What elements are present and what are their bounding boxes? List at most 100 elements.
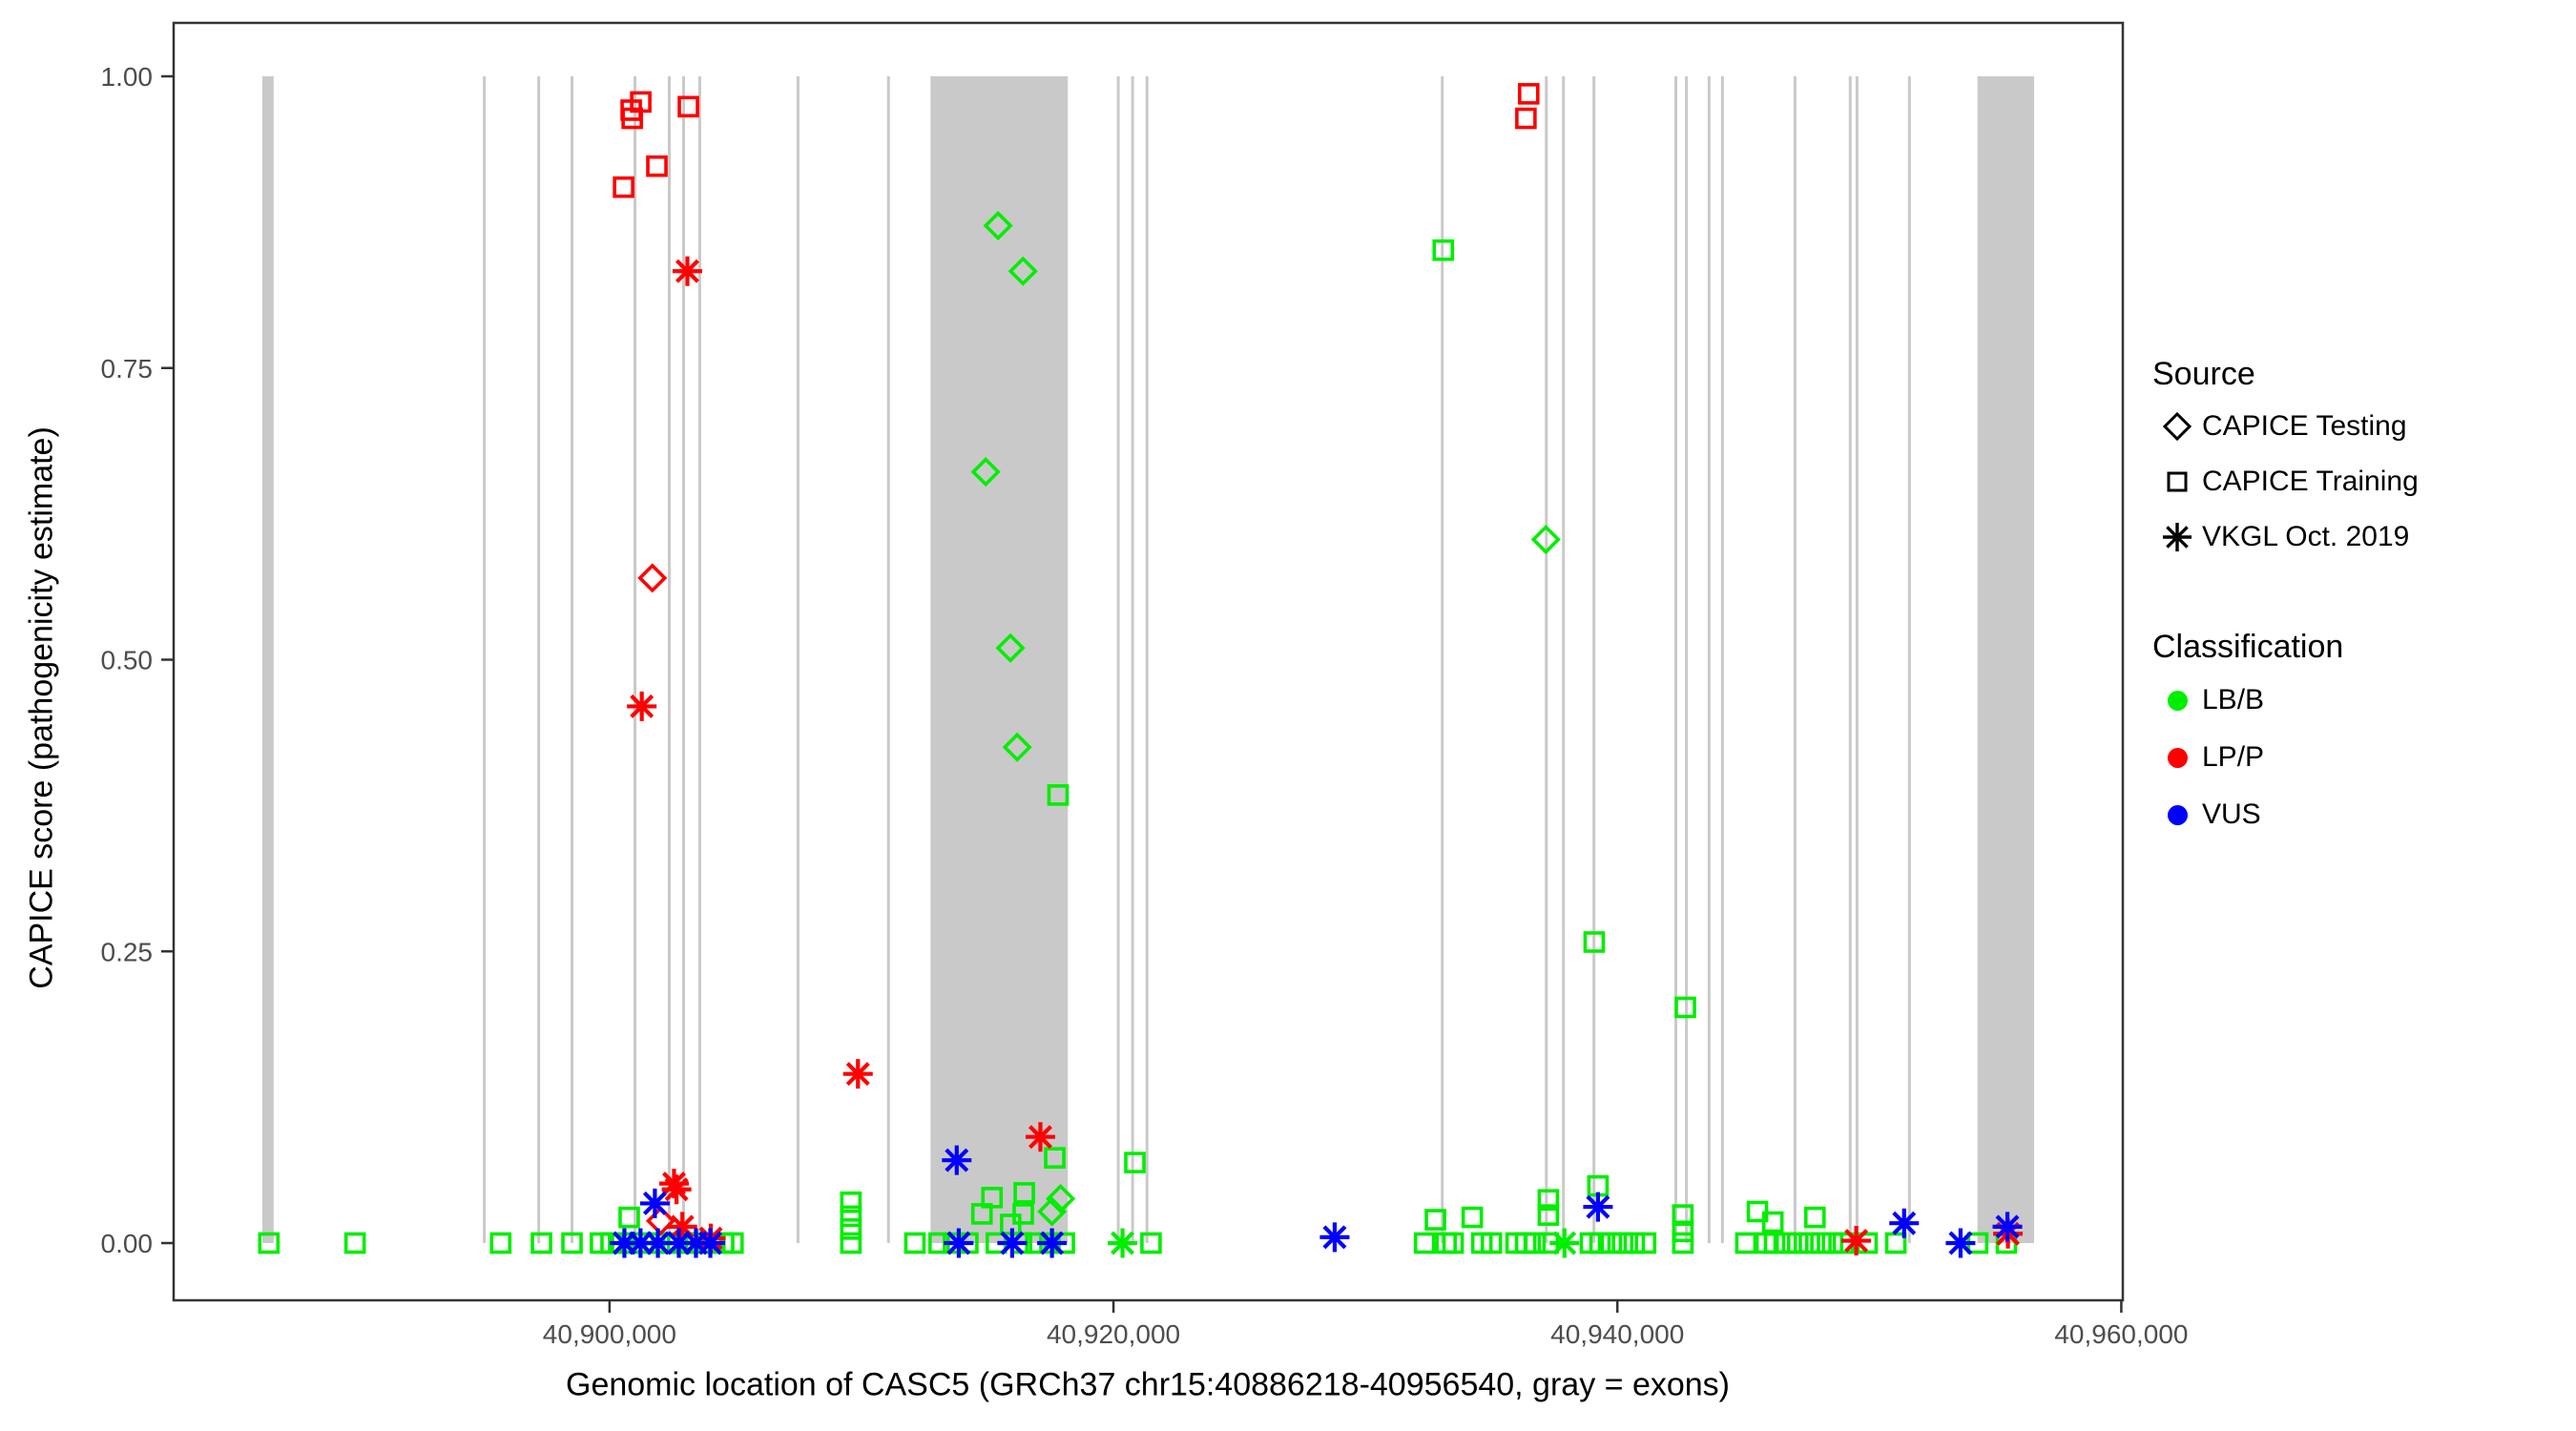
point-square	[1735, 1232, 1757, 1255]
point-diamond	[995, 633, 1026, 663]
point-diamond	[983, 210, 1013, 241]
point-square	[1672, 1220, 1694, 1243]
point-asterisk	[627, 691, 657, 721]
legend-item-capice-testing: CAPICE Testing	[2152, 399, 2576, 454]
point-square	[1044, 1147, 1066, 1170]
point-square	[618, 1206, 640, 1229]
point-square	[621, 107, 643, 130]
exon-line	[1562, 76, 1566, 1243]
legend-item-lpp: LP/P	[2152, 729, 2576, 786]
point-asterisk	[1108, 1228, 1138, 1258]
point-square	[1798, 1232, 1820, 1255]
x-axis-title: Genomic location of CASC5 (GRCh37 chr15:…	[566, 1366, 1730, 1403]
point-square	[1435, 1232, 1457, 1255]
point-asterisk	[1549, 1228, 1580, 1258]
axis-ticks: 40,900,000 40,920,000 40,940,000 40,960,000…	[101, 62, 2189, 1349]
square-icon	[2152, 469, 2202, 494]
series-vus-vkgl-oct-2019	[609, 1145, 2023, 1258]
point-diamond	[1037, 1196, 1068, 1227]
exon-line	[1116, 76, 1120, 1243]
point-square	[1821, 1232, 1844, 1255]
legend-item-vkgl: VKGL Oct. 2019	[2152, 509, 2576, 565]
exon-line	[571, 76, 574, 1243]
point-square	[1424, 1209, 1446, 1231]
point-square	[1583, 931, 1606, 953]
exon-line	[1545, 76, 1548, 1243]
point-diamond	[1530, 524, 1561, 555]
point-asterisk	[944, 1228, 974, 1258]
diamond-icon	[2152, 410, 2202, 443]
point-square	[1787, 1232, 1809, 1255]
point-square	[904, 1232, 926, 1255]
exon-line	[1592, 76, 1596, 1243]
point-asterisk	[1841, 1226, 1872, 1256]
point-square	[1124, 1151, 1146, 1173]
point-square	[1413, 1232, 1436, 1255]
exon-line	[1793, 76, 1797, 1243]
point-diamond	[645, 1206, 676, 1236]
series-lb-b-capice-training	[258, 238, 2018, 1255]
point-square	[1634, 1232, 1657, 1255]
point-square	[1515, 107, 1537, 130]
point-square	[677, 95, 699, 118]
exon-line	[634, 76, 637, 1243]
vus-dot-icon	[2152, 804, 2202, 825]
exon-line	[1674, 76, 1678, 1243]
point-diamond	[1008, 256, 1038, 286]
exon-line	[1848, 76, 1852, 1243]
point-asterisk	[696, 1228, 726, 1258]
point-square	[1803, 1206, 1826, 1229]
exon-region	[261, 76, 274, 1243]
point-square	[1537, 1189, 1560, 1212]
point-square	[1047, 784, 1070, 806]
point-square	[1524, 1232, 1547, 1255]
point-square	[1611, 1232, 1634, 1255]
legend-item-label: CAPICE Testing	[2202, 410, 2407, 442]
exon-line	[1720, 76, 1724, 1243]
y-tick-label: 1.00	[101, 62, 154, 92]
point-asterisk	[672, 256, 702, 286]
point-square	[258, 1232, 280, 1255]
exon-line	[667, 76, 671, 1243]
point-square	[1600, 1232, 1623, 1255]
exon-line	[1685, 76, 1689, 1243]
y-tick-label: 0.75	[101, 354, 154, 384]
exon-layer	[261, 76, 2035, 1243]
point-asterisk	[643, 1228, 674, 1258]
y-axis-title: CAPICE score (pathogenicity estimate)	[23, 426, 60, 989]
point-asterisk	[1583, 1192, 1613, 1222]
point-square	[489, 1232, 512, 1255]
point-asterisk	[625, 1228, 655, 1258]
point-square	[840, 1205, 862, 1228]
point-square	[1672, 1204, 1694, 1226]
exon-line	[1131, 76, 1134, 1243]
legend-item-capice-training: CAPICE Training	[2152, 454, 2576, 509]
point-square	[1775, 1232, 1797, 1255]
legend-item-label: LP/P	[2202, 741, 2265, 773]
point-diamond	[637, 563, 668, 593]
point-asterisk	[842, 1059, 873, 1089]
point-asterisk	[1037, 1228, 1068, 1258]
point-asterisk	[1992, 1212, 2023, 1242]
point-diamond	[970, 457, 1001, 487]
y-tick-label: 0.00	[101, 1229, 154, 1258]
exon-line	[682, 76, 686, 1243]
point-asterisk	[1319, 1222, 1350, 1253]
legend-item-label: LB/B	[2202, 684, 2265, 716]
exon-line	[697, 76, 701, 1243]
point-square	[613, 176, 634, 198]
point-square	[646, 155, 668, 177]
asterisk-icon	[2152, 520, 2202, 554]
exon-line	[886, 76, 890, 1243]
panel-border	[172, 21, 2125, 1302]
legend-item-vus: VUS	[2152, 786, 2576, 843]
point-asterisk	[1945, 1228, 1976, 1258]
exon-line	[1145, 76, 1149, 1243]
point-square	[840, 1232, 862, 1255]
point-square	[1537, 1204, 1560, 1226]
y-tick-label: 0.50	[101, 646, 154, 675]
legend-source: Source CAPICE Testing CAPICE Training	[2152, 355, 2576, 565]
exon-line	[1707, 76, 1711, 1243]
legend-item-lbb: LB/B	[2152, 672, 2576, 729]
